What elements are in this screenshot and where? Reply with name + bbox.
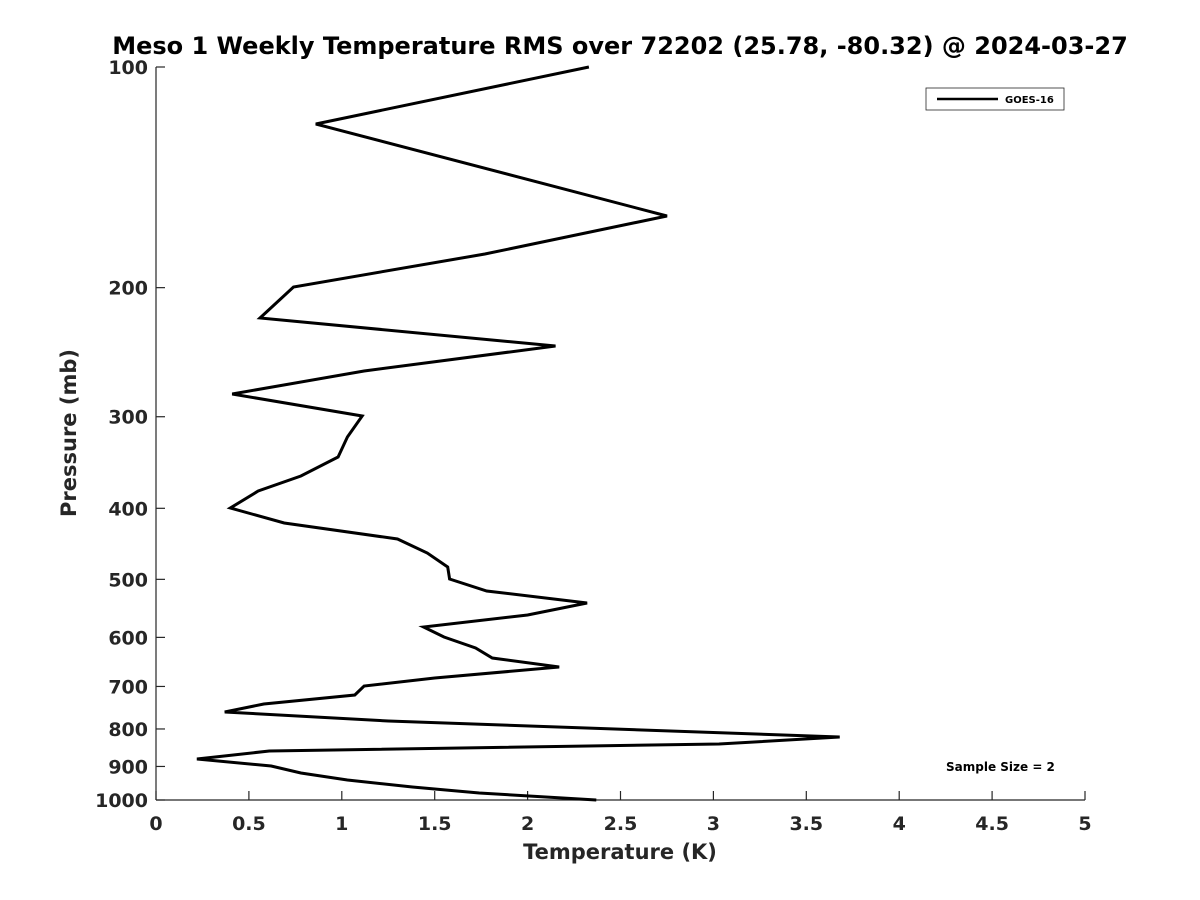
y-tick-label: 500 — [108, 569, 148, 591]
x-tick-label: 2.5 — [604, 813, 638, 835]
sample-size-annotation: Sample Size = 2 — [946, 760, 1055, 774]
series-group — [196, 65, 840, 802]
y-tick-label: 300 — [108, 407, 148, 429]
y-tick-label: 100 — [108, 57, 148, 79]
y-tick-label: 800 — [108, 719, 148, 741]
chart-title: Meso 1 Weekly Temperature RMS over 72202… — [112, 32, 1128, 60]
x-tick-label: 3.5 — [789, 813, 823, 835]
y-tick-label: 200 — [108, 278, 148, 300]
x-tick-label: 0.5 — [232, 813, 266, 835]
x-tick-label: 0 — [149, 813, 162, 835]
x-tick-label: 4.5 — [975, 813, 1009, 835]
y-axis-label: Pressure (mb) — [57, 349, 81, 517]
y-ticks: 100 200 300 400 500 600 700 800 900 1000 — [95, 57, 165, 812]
legend: GOES-16 — [925, 87, 1065, 111]
x-tick-label: 5 — [1078, 813, 1091, 835]
x-tick-label: 3 — [707, 813, 720, 835]
y-tick-label: 900 — [108, 756, 148, 778]
y-tick-label: 600 — [108, 627, 148, 649]
y-tick-label: 700 — [108, 676, 148, 698]
series-line-goes-16 — [196, 65, 840, 802]
x-ticks: 0 0.5 1 1.5 2 2.5 3 3.5 4 4.5 5 — [149, 791, 1092, 835]
x-tick-label: 2 — [521, 813, 534, 835]
x-axis-label: Temperature (K) — [523, 840, 717, 864]
plot-area — [156, 67, 1085, 800]
legend-label-goes-16: GOES-16 — [1005, 95, 1054, 106]
x-tick-label: 4 — [893, 813, 906, 835]
x-tick-label: 1.5 — [418, 813, 452, 835]
y-tick-label: 400 — [108, 498, 148, 520]
x-tick-label: 1 — [335, 813, 348, 835]
y-tick-label: 1000 — [95, 790, 148, 812]
